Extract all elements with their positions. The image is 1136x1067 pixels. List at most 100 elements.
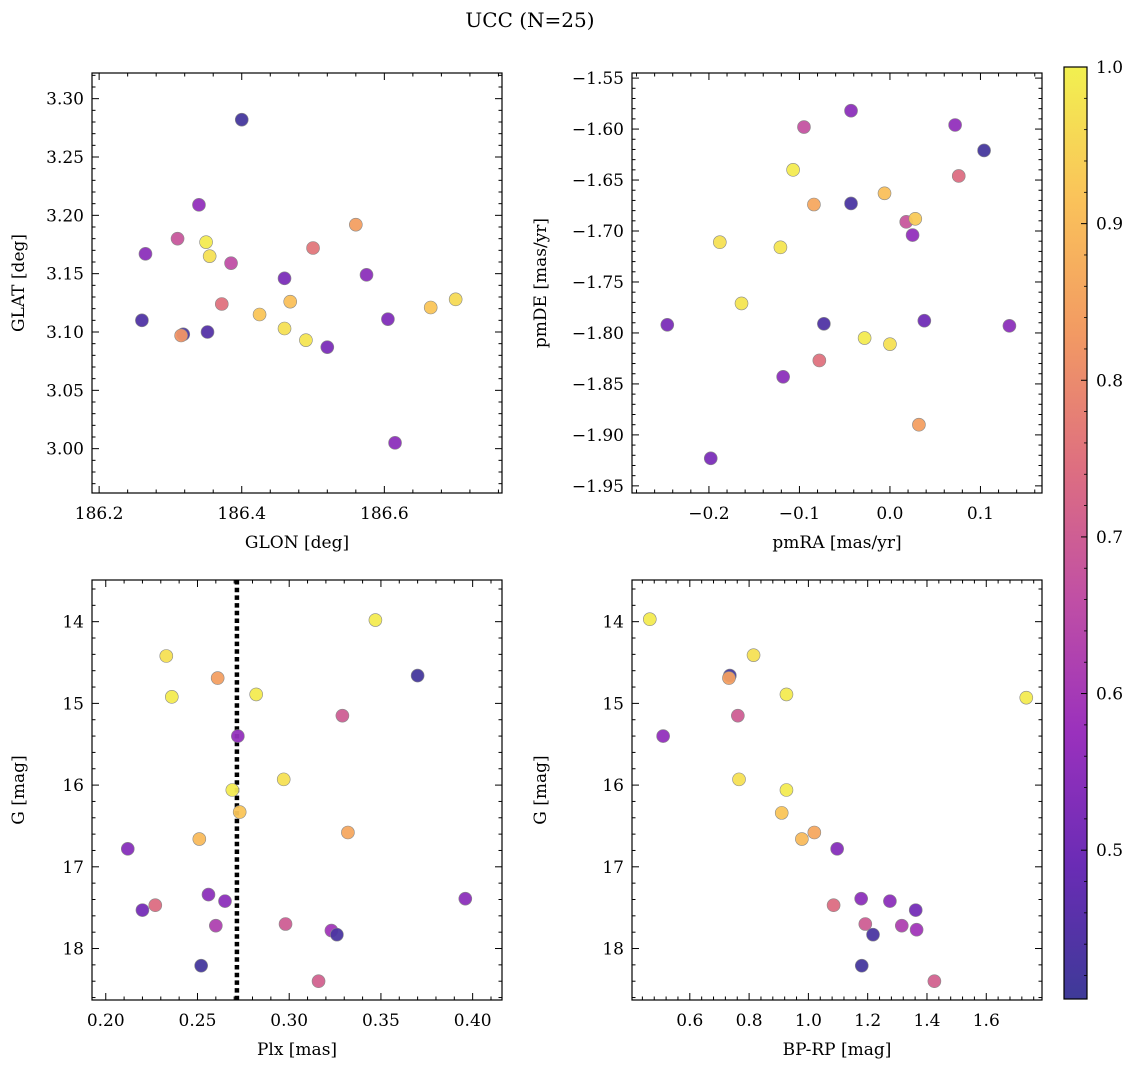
data-point — [138, 247, 153, 261]
data-point — [232, 805, 247, 819]
data-point — [817, 316, 831, 331]
y-tick-label: 3.05 — [46, 381, 84, 401]
data-point — [826, 898, 841, 913]
data-point — [908, 211, 923, 226]
x-tick-label: 186.2 — [75, 504, 124, 524]
data-point — [306, 241, 320, 255]
data-point — [858, 917, 873, 931]
x-tick-label: 1.0 — [795, 1011, 822, 1031]
data-point — [210, 671, 225, 685]
data-point — [703, 451, 718, 466]
data-point — [894, 918, 909, 933]
data-point — [448, 292, 463, 307]
data-point — [135, 903, 150, 917]
x-tick-label: 0.25 — [179, 1011, 217, 1031]
axes-frame — [91, 72, 503, 494]
data-point — [795, 832, 809, 846]
data-point — [660, 317, 675, 332]
scatter-points — [660, 103, 1017, 466]
data-point — [192, 832, 207, 846]
figure-title: UCC (N=25) — [465, 8, 594, 32]
data-point — [844, 196, 858, 211]
y-tick-label: 18 — [602, 940, 624, 960]
x-tick-label: 0.40 — [454, 1011, 492, 1031]
y-tick-label: 3.10 — [46, 323, 84, 343]
data-point — [877, 186, 892, 201]
data-point — [277, 321, 292, 336]
y-axis-label: G [mag] — [531, 755, 551, 824]
data-point — [225, 783, 240, 797]
data-point — [883, 894, 897, 908]
axes-frame — [631, 72, 1043, 494]
data-point — [231, 729, 245, 743]
data-point — [277, 271, 292, 286]
axis-ticks — [632, 580, 1042, 1000]
colorbar-tick-label: 0.6 — [1096, 685, 1123, 705]
x-tick-label: 0.0 — [876, 504, 903, 524]
y-tick-label: −1.60 — [572, 120, 624, 140]
data-point — [349, 217, 363, 232]
data-point — [214, 297, 229, 311]
x-axis-label: GLON [deg] — [245, 533, 349, 553]
data-point — [299, 333, 313, 347]
data-point — [774, 806, 789, 820]
data-point — [458, 891, 473, 906]
data-point — [311, 974, 326, 989]
data-point — [320, 340, 335, 354]
y-tick-label: 3.20 — [46, 206, 84, 226]
x-tick-label: 0.1 — [967, 504, 994, 524]
data-point — [722, 671, 736, 685]
data-point — [1002, 319, 1017, 333]
data-point — [368, 613, 383, 627]
y-tick-label: 16 — [602, 776, 624, 796]
data-point — [712, 235, 727, 250]
x-axis-label: BP-RP [mag] — [783, 1040, 892, 1060]
data-point — [776, 369, 790, 384]
data-point — [194, 958, 208, 973]
data-point — [276, 772, 291, 787]
data-point — [746, 648, 761, 662]
axes-frame — [631, 579, 1043, 1001]
data-point — [199, 235, 213, 249]
data-point — [912, 417, 926, 432]
data-point — [1019, 690, 1034, 705]
data-point — [170, 231, 185, 246]
colorbar-gradient — [1063, 66, 1088, 1000]
data-point — [278, 917, 293, 931]
data-point — [218, 894, 232, 908]
y-tick-label: −1.70 — [572, 222, 624, 242]
colorbar-tick-label: 0.9 — [1096, 215, 1123, 235]
x-tick-label: 1.2 — [854, 1011, 881, 1031]
data-point — [779, 687, 794, 702]
y-tick-label: 3.25 — [46, 148, 84, 168]
data-point — [642, 612, 657, 627]
axes-frame — [91, 579, 503, 1001]
x-tick-label: 1.4 — [913, 1011, 940, 1031]
y-tick-label: −1.90 — [572, 426, 624, 446]
data-point — [252, 307, 267, 322]
x-axis-label: pmRA [mas/yr] — [772, 533, 901, 553]
x-tick-label: −0.2 — [688, 504, 729, 524]
x-tick-label: 0.30 — [270, 1011, 308, 1031]
x-tick-label: 186.6 — [360, 504, 409, 524]
data-point — [732, 772, 746, 787]
data-point — [854, 958, 869, 973]
y-axis-label: G [mag] — [9, 755, 29, 824]
colorbar-tick-label: 0.5 — [1096, 841, 1123, 861]
x-tick-label: 0.8 — [736, 1011, 763, 1031]
data-point — [192, 198, 206, 212]
data-point — [381, 312, 395, 326]
data-point — [909, 922, 924, 937]
y-tick-label: −1.55 — [572, 69, 624, 89]
y-tick-label: 3.15 — [46, 265, 84, 285]
x-tick-label: 0.6 — [676, 1011, 703, 1031]
data-point — [773, 240, 788, 255]
y-axis-label: GLAT [deg] — [9, 234, 29, 332]
axis-ticks — [632, 73, 1042, 493]
data-point — [908, 903, 923, 917]
data-point — [779, 783, 794, 797]
panel-position: 186.2 186.4 186.6 3.00 3.05 3.10 3.15 3.20 3.25 3… — [9, 72, 503, 553]
y-tick-label: −1.75 — [572, 273, 624, 293]
colorbar: 0.5 0.6 0.7 0.8 0.9 1.0 — [1063, 58, 1123, 1000]
data-point — [200, 325, 215, 339]
